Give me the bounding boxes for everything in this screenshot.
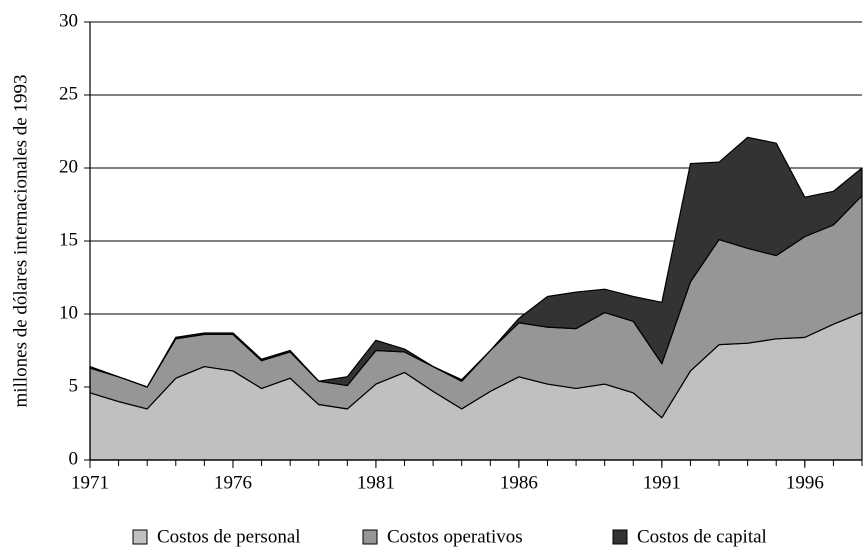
x-tick-label: 1976 [214, 472, 252, 493]
area [89, 136, 863, 388]
y-tick-label: 20 [59, 156, 78, 177]
legend-label: Costos de personal [157, 526, 301, 547]
y-axis-label: millones de dólares internacionales de 1… [10, 75, 31, 408]
y-tick-label: 30 [59, 10, 78, 31]
legend-label: Costos operativos [387, 526, 523, 547]
legend-label: Costos de capital [637, 526, 767, 547]
legend-swatch [132, 529, 148, 545]
legend-swatch [362, 529, 378, 545]
y-tick-label: 0 [69, 448, 79, 469]
legend-swatch [612, 529, 628, 545]
y-tick-label: 15 [59, 229, 78, 250]
x-tick-label: 1996 [786, 472, 824, 493]
x-tick-label: 1981 [357, 472, 395, 493]
y-tick-label: 10 [59, 302, 78, 323]
x-tick-label: 1971 [71, 472, 109, 493]
y-tick-label: 25 [59, 83, 78, 104]
x-tick-label: 1986 [500, 472, 538, 493]
y-tick-label: 5 [69, 375, 79, 396]
x-tick-label: 1991 [643, 472, 681, 493]
